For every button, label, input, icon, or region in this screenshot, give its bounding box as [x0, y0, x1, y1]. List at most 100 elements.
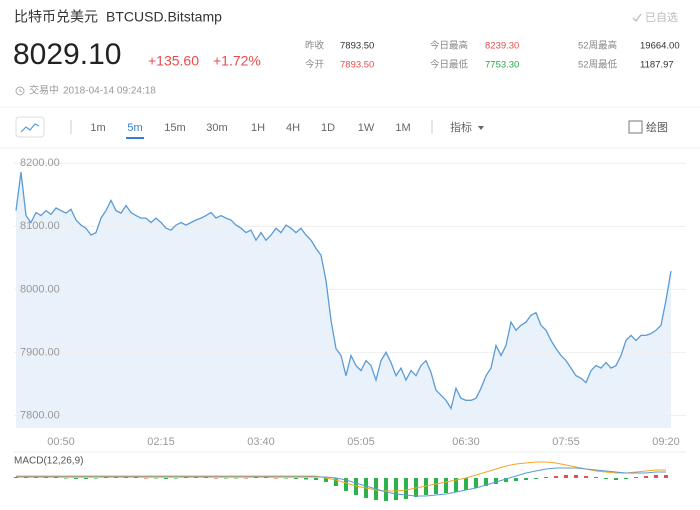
- macd-bar: [214, 478, 218, 479]
- y-tick-label: 7900.00: [20, 346, 60, 358]
- macd-bar: [444, 478, 448, 493]
- macd-bar: [144, 478, 148, 479]
- macd-bar: [434, 478, 438, 494]
- change: +135.60: [148, 53, 199, 69]
- macd-bar: [254, 477, 258, 478]
- x-tick-label: 09:20: [652, 436, 680, 448]
- macd-bar: [74, 478, 78, 479]
- macd-bar: [244, 478, 248, 479]
- stat-value: 8239.30: [485, 41, 519, 52]
- macd-line: [16, 461, 666, 492]
- dropdown-arrow: [478, 126, 484, 130]
- interval-button[interactable]: 1D: [321, 122, 335, 134]
- macd-bar: [84, 478, 88, 479]
- price: 8029.10: [13, 38, 121, 71]
- macd-bar: [654, 475, 658, 478]
- macd-bar: [314, 478, 318, 480]
- interval-button[interactable]: 30m: [206, 122, 227, 134]
- macd-bar: [544, 477, 548, 478]
- interval-button[interactable]: 1M: [395, 122, 410, 134]
- change-percent: +1.72%: [213, 53, 261, 69]
- macd-bar: [184, 477, 188, 478]
- macd-bar: [294, 478, 298, 479]
- chart-type-button[interactable]: [15, 116, 45, 138]
- macd-bar: [594, 477, 598, 478]
- y-tick-label: 8200.00: [20, 157, 60, 169]
- macd-bar: [614, 478, 618, 480]
- stat-value: 7893.50: [340, 60, 374, 71]
- draw-button[interactable]: 绘图: [646, 120, 668, 134]
- macd-title: MACD(12,26,9): [14, 456, 83, 467]
- macd-bar: [394, 478, 398, 500]
- y-tick-label: 8100.00: [20, 220, 60, 232]
- clock-icon: [15, 86, 25, 96]
- macd-bar: [634, 477, 638, 478]
- macd-bar: [584, 476, 588, 478]
- x-tick-label: 03:40: [247, 436, 275, 448]
- x-tick-label: 02:15: [147, 436, 175, 448]
- macd-bar: [94, 478, 98, 479]
- stat-label: 今日最低: [430, 59, 469, 71]
- macd-bar: [404, 478, 408, 499]
- macd-bar: [604, 478, 608, 479]
- macd-bar: [304, 478, 308, 480]
- macd-bar: [494, 478, 498, 484]
- macd-bar: [324, 478, 328, 482]
- x-tick-label: 05:05: [347, 436, 375, 448]
- macd-bar: [534, 478, 538, 479]
- stat-value: 1187.97: [640, 60, 674, 71]
- interval-button[interactable]: 1H: [251, 122, 265, 134]
- x-tick-label: 00:50: [47, 436, 75, 448]
- interval-button[interactable]: 5m: [127, 122, 142, 134]
- draw-icon: [628, 120, 643, 134]
- macd-bar: [664, 475, 668, 478]
- macd-bar: [204, 477, 208, 478]
- macd-bar: [504, 478, 508, 482]
- macd-bar: [164, 478, 168, 479]
- macd-bar: [554, 476, 558, 478]
- watchlist-button[interactable]: 已自选: [645, 11, 678, 24]
- macd-bar: [224, 478, 228, 479]
- macd-bar: [564, 475, 568, 478]
- macd-bar: [624, 478, 628, 479]
- stat-label: 昨收: [305, 40, 325, 52]
- macd-bar: [484, 478, 488, 486]
- stat-label: 52周最低: [578, 59, 618, 71]
- macd-bar: [104, 477, 108, 478]
- macd-bar: [644, 476, 648, 478]
- x-tick-label: 07:55: [552, 436, 580, 448]
- macd-bar: [384, 478, 388, 501]
- check-icon: [632, 13, 642, 23]
- stat-value: 7893.50: [340, 41, 374, 52]
- y-tick-label: 7800.00: [20, 409, 60, 421]
- macd-bar: [524, 478, 528, 480]
- macd-bar: [234, 478, 238, 479]
- indicator-button[interactable]: 指标: [450, 120, 472, 134]
- stat-value: 19664.00: [640, 41, 680, 52]
- stat-label: 今开: [305, 59, 325, 71]
- macd-bar: [134, 477, 138, 478]
- macd-line: [16, 467, 666, 497]
- status: 交易中: [29, 84, 59, 97]
- price-line: [15, 172, 672, 411]
- stat-label: 52周最高: [578, 40, 617, 52]
- macd-bar: [514, 478, 518, 481]
- macd-bar: [574, 475, 578, 478]
- stat-label: 今日最高: [430, 40, 468, 52]
- interval-button[interactable]: 1W: [358, 122, 375, 134]
- macd-bar: [174, 478, 178, 479]
- y-tick-label: 8000.00: [20, 283, 60, 295]
- symbol: BTCUSD.Bitstamp: [106, 9, 222, 25]
- title: 比特币兑美元: [14, 9, 98, 25]
- macd-bar: [474, 478, 478, 488]
- stat-value: 7753.30: [485, 60, 519, 71]
- interval-button[interactable]: 1m: [90, 122, 105, 134]
- interval-button[interactable]: 4H: [286, 122, 300, 134]
- macd-bar: [284, 478, 288, 479]
- macd-bar: [274, 478, 278, 479]
- macd-bar: [334, 478, 338, 486]
- macd-bar: [264, 477, 268, 478]
- macd-bar: [54, 477, 58, 478]
- macd-bar: [464, 478, 468, 490]
- interval-button[interactable]: 15m: [164, 122, 185, 134]
